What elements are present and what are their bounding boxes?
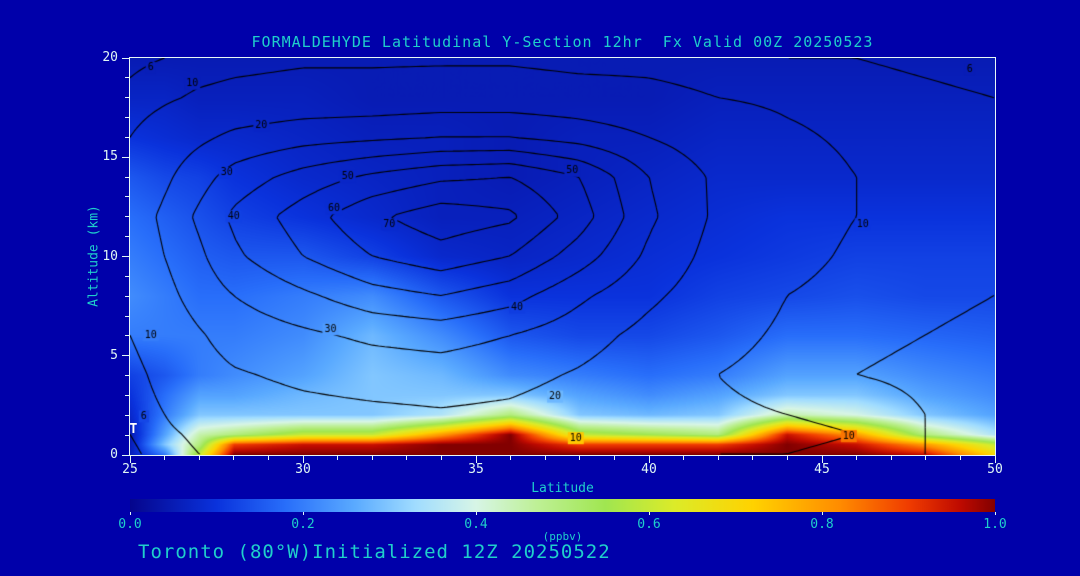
y-axis-tick	[122, 256, 129, 257]
colorbar-tick-label: 0.6	[637, 517, 661, 532]
x-axis-tick	[544, 456, 546, 460]
plot-frame	[129, 57, 996, 456]
x-axis-tick	[233, 456, 235, 460]
x-axis-tick	[648, 456, 650, 463]
colorbar-tick-label: 0.2	[291, 517, 315, 532]
x-axis-tick	[786, 456, 788, 460]
colorbar-tick-label: 0.8	[810, 517, 834, 532]
x-axis-tick	[510, 456, 512, 460]
x-axis-tick	[475, 456, 477, 463]
x-axis-tick	[856, 456, 858, 460]
x-axis-tick	[890, 456, 892, 460]
x-axis-tick	[752, 456, 754, 460]
plot-canvas	[130, 58, 995, 455]
y-axis-tick	[122, 355, 129, 357]
x-axis-tick	[406, 456, 408, 460]
colorbar-tick	[302, 512, 304, 515]
x-axis-tick	[717, 456, 719, 460]
y-axis-tick	[125, 394, 129, 396]
colorbar-tick	[994, 512, 996, 515]
y-axis-tick	[125, 236, 129, 238]
x-axis-tick	[129, 456, 131, 463]
x-axis-tick	[302, 456, 304, 463]
colorbar-tick-label: 1.0	[983, 517, 1007, 532]
y-axis-tick	[122, 156, 129, 158]
y-axis-tick	[125, 117, 129, 118]
y-axis-tick	[125, 414, 129, 416]
y-axis-tick	[122, 57, 129, 59]
colorbar-tick	[648, 512, 650, 515]
x-tick-label: 25	[122, 462, 138, 477]
y-axis-tick	[125, 315, 129, 317]
y-axis-tick	[125, 275, 129, 277]
colorbar	[130, 499, 995, 512]
x-axis-tick	[613, 456, 615, 460]
y-axis-tick	[125, 77, 129, 79]
colorbar-tick-label: 0.4	[464, 517, 488, 532]
y-axis-tick	[125, 97, 129, 99]
station-marker: T	[129, 422, 138, 438]
y-axis-tick	[125, 176, 129, 178]
y-axis-tick	[122, 454, 129, 456]
colorbar-unit-label: (ppbv)	[542, 530, 583, 543]
x-axis-tick	[198, 456, 200, 460]
chart-title: FORMALDEHYDE Latitudinal Y-Section 12hr …	[251, 33, 874, 51]
x-tick-label: 50	[987, 462, 1003, 477]
y-axis-tick	[125, 335, 129, 337]
colorbar-tick-label: 0.0	[118, 517, 142, 532]
x-tick-label: 45	[814, 462, 830, 477]
x-axis-tick	[925, 456, 927, 460]
y-axis-tick	[125, 375, 129, 377]
y-axis-tick	[125, 295, 129, 297]
y-axis-tick	[125, 136, 129, 138]
x-axis-tick	[683, 456, 685, 460]
y-tick-label: 15	[102, 149, 118, 165]
x-tick-label: 40	[641, 462, 657, 477]
x-axis-label: Latitude	[531, 481, 594, 496]
y-tick-label: 5	[110, 347, 118, 363]
x-axis-tick	[371, 456, 373, 460]
x-tick-label: 35	[468, 462, 484, 477]
x-axis-tick	[821, 456, 823, 463]
colorbar-tick	[475, 512, 477, 515]
x-axis-tick	[164, 456, 166, 460]
y-axis-tick	[125, 196, 129, 198]
y-tick-label: 0	[110, 447, 118, 462]
x-axis-tick	[267, 456, 269, 460]
colorbar-tick	[821, 512, 823, 515]
y-tick-label: 10	[102, 248, 118, 264]
x-axis-tick	[994, 456, 996, 463]
y-tick-label: 20	[102, 50, 118, 65]
x-axis-tick	[579, 456, 581, 460]
x-axis-tick	[337, 456, 339, 460]
y-axis-tick	[125, 216, 129, 218]
y-axis-tick	[125, 434, 129, 436]
x-axis-tick	[440, 456, 442, 460]
colorbar-tick	[129, 512, 131, 515]
x-axis-tick	[959, 456, 961, 460]
x-tick-label: 30	[295, 462, 311, 477]
initialization-text: Toronto (80°W)Initialized 12Z 20250522	[138, 541, 611, 563]
